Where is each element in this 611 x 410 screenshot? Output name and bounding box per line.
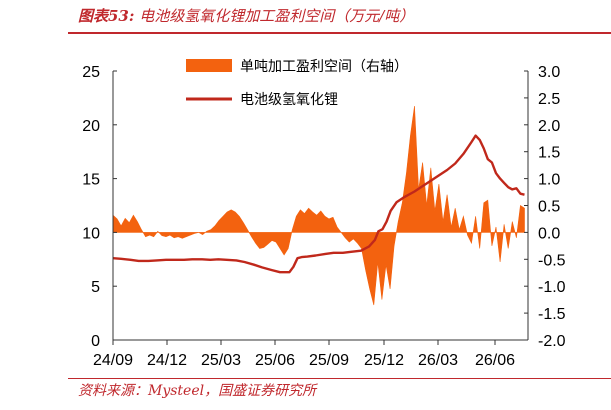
area-series-profit-margin: [112, 105, 525, 306]
axes: 0 5 10 15 20 25 -2.0 -1.5 -1.0 -0.5 0.0 0.5 1.0 1.5 2.…: [82, 64, 565, 369]
right-tick-label: 1.5: [538, 145, 560, 162]
right-tick-label: 3.0: [538, 64, 560, 81]
left-tick-label: 20: [82, 118, 100, 135]
right-tick-label: 0.0: [538, 225, 560, 242]
legend-swatch-area: [186, 59, 232, 72]
source-rule: [68, 378, 611, 379]
area-series-layer: [112, 105, 525, 306]
line-series-layer: [112, 134, 525, 274]
left-tick-label: 0: [91, 333, 100, 350]
legend-label-line: 电池级氢氧化锂: [240, 91, 338, 107]
x-tick-label: 25/03: [201, 352, 241, 369]
right-tick-label: -1.0: [538, 279, 566, 296]
legend-label-area: 单吨加工盈利空间（右轴）: [240, 58, 408, 74]
x-tick-label: 25/09: [309, 352, 349, 369]
x-tick-label: 25/12: [364, 352, 404, 369]
right-tick-label: 1.0: [538, 172, 560, 189]
title-rule: [68, 32, 611, 34]
right-tick-label: 0.5: [538, 199, 560, 216]
left-tick-label: 5: [91, 279, 100, 296]
x-tick-label: 24/09: [93, 352, 133, 369]
figure-title-text: 电池级氢氧化锂加工盈利空间（万元/吨）: [139, 7, 415, 25]
left-tick-label: 25: [82, 64, 100, 81]
line-series-lithium-hydroxide: [112, 134, 525, 274]
x-tick-label: 26/03: [418, 352, 458, 369]
source-note: 资料来源：Mysteel，国盛证券研究所: [78, 383, 317, 399]
left-tick-label: 10: [82, 225, 100, 242]
right-tick-label: 2.5: [538, 91, 560, 108]
figure-title: 图表53: 电池级氢氧化锂加工盈利空间（万元/吨）: [78, 5, 414, 26]
x-tick-label: 24/12: [147, 352, 187, 369]
x-tick-label: 25/06: [255, 352, 295, 369]
x-tick-label: 26/06: [475, 352, 515, 369]
right-tick-label: -0.5: [538, 252, 566, 269]
figure-label: 图表53:: [78, 7, 135, 25]
right-tick-label: -2.0: [538, 333, 566, 350]
right-tick-label: 2.0: [538, 118, 560, 135]
legend: 单吨加工盈利空间（右轴） 电池级氢氧化锂: [186, 58, 408, 107]
left-tick-label: 15: [82, 172, 100, 189]
right-tick-label: -1.5: [538, 306, 566, 323]
